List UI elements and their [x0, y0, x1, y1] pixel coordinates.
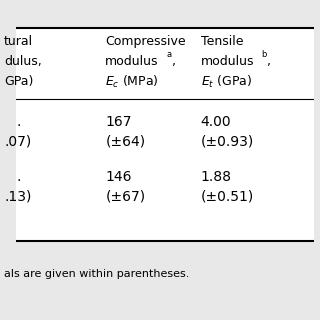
Bar: [16, 28, 314, 241]
Text: ,: ,: [172, 55, 176, 68]
Text: .13): .13): [4, 190, 31, 204]
Text: modulus: modulus: [105, 55, 159, 68]
Text: GPa): GPa): [4, 75, 34, 88]
Text: $\mathit{E}_t$ (GPa): $\mathit{E}_t$ (GPa): [201, 74, 252, 90]
Text: 146: 146: [105, 170, 132, 184]
Text: als are given within parentheses.: als are given within parentheses.: [4, 269, 189, 279]
Text: modulus: modulus: [201, 55, 254, 68]
Text: Compressive: Compressive: [105, 35, 186, 48]
Text: dulus,: dulus,: [4, 55, 42, 68]
Text: (±64): (±64): [105, 135, 145, 148]
Text: Tensile: Tensile: [201, 35, 243, 48]
Text: 4.00: 4.00: [201, 115, 231, 129]
Text: $\mathit{E}_c$ (MPa): $\mathit{E}_c$ (MPa): [105, 74, 159, 90]
Text: 1.88: 1.88: [201, 170, 231, 184]
Text: b: b: [261, 51, 267, 60]
Text: (±67): (±67): [105, 190, 145, 204]
Text: ,: ,: [268, 55, 271, 68]
Text: .: .: [16, 170, 20, 184]
Text: .07): .07): [4, 135, 31, 148]
Text: .: .: [16, 115, 20, 129]
Text: a: a: [166, 51, 172, 60]
Text: (±0.51): (±0.51): [201, 190, 254, 204]
Text: (±0.93): (±0.93): [201, 135, 254, 148]
Text: tural: tural: [4, 35, 33, 48]
Text: 167: 167: [105, 115, 132, 129]
